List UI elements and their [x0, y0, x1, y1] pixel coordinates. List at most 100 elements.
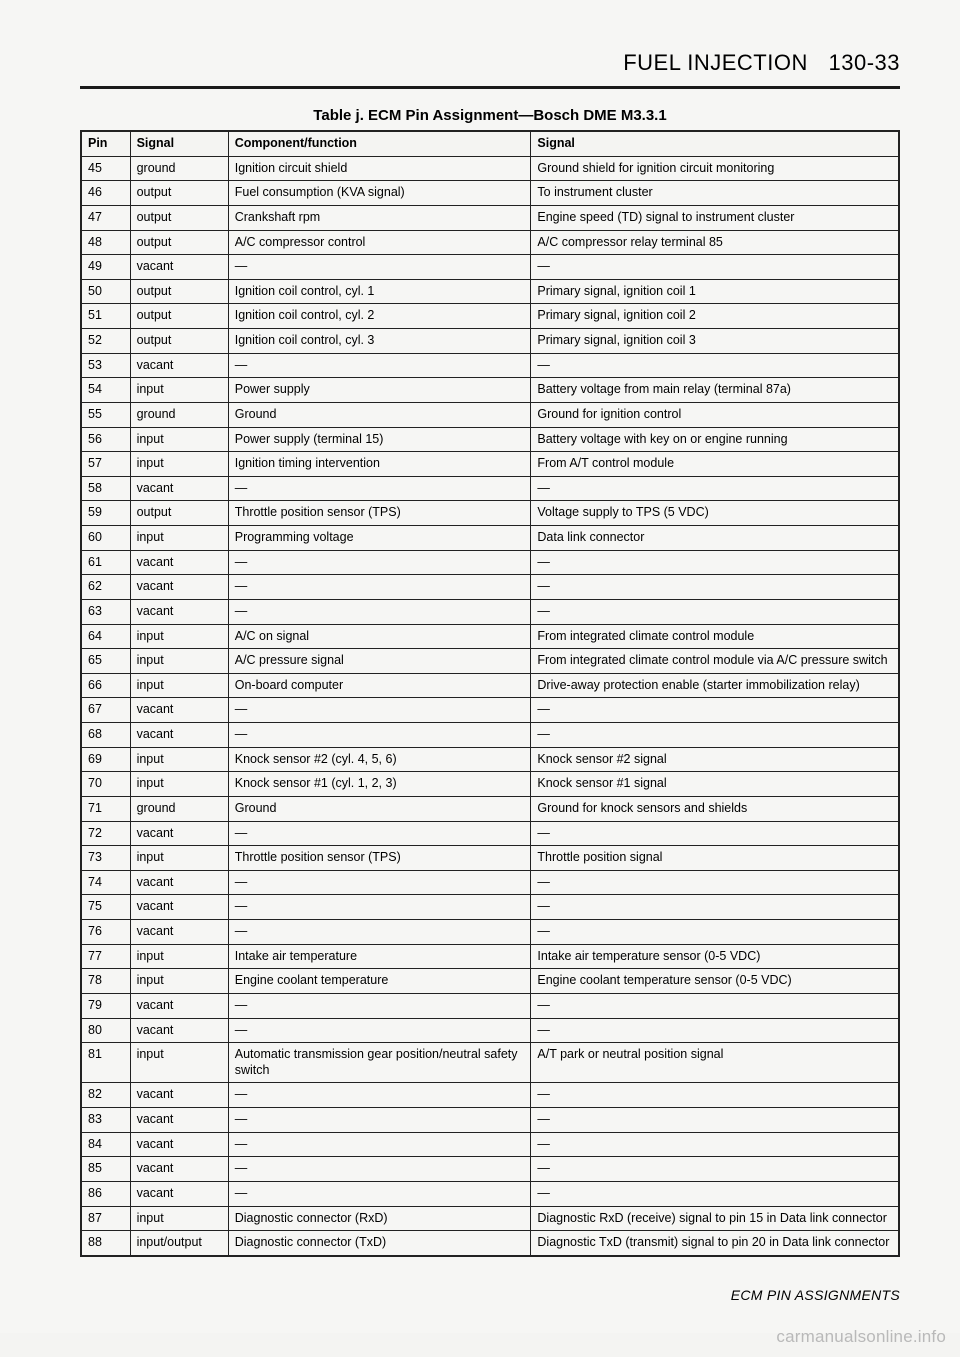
- cell-pin: 51: [81, 304, 130, 329]
- col-header-desc: Signal: [531, 131, 899, 156]
- cell-desc: Engine speed (TD) signal to instrument c…: [531, 205, 899, 230]
- cell-signal: vacant: [130, 1132, 228, 1157]
- cell-signal: vacant: [130, 353, 228, 378]
- table-row: 74vacant——: [81, 870, 899, 895]
- table-body: 45groundIgnition circuit shieldGround sh…: [81, 156, 899, 1256]
- table-row: 86vacant——: [81, 1181, 899, 1206]
- table-row: 55groundGroundGround for ignition contro…: [81, 402, 899, 427]
- table-row: 58vacant——: [81, 476, 899, 501]
- table-row: 88input/outputDiagnostic connector (TxD)…: [81, 1231, 899, 1256]
- cell-signal: input: [130, 846, 228, 871]
- table-row: 73inputThrottle position sensor (TPS)Thr…: [81, 846, 899, 871]
- cell-pin: 53: [81, 353, 130, 378]
- watermark: carmanualsonline.info: [776, 1327, 946, 1347]
- cell-component: Intake air temperature: [228, 944, 531, 969]
- table-row: 63vacant——: [81, 599, 899, 624]
- cell-component: —: [228, 1181, 531, 1206]
- cell-signal: vacant: [130, 821, 228, 846]
- cell-desc: Battery voltage from main relay (termina…: [531, 378, 899, 403]
- cell-component: Power supply (terminal 15): [228, 427, 531, 452]
- cell-component: —: [228, 993, 531, 1018]
- cell-component: Ground: [228, 796, 531, 821]
- cell-pin: 50: [81, 279, 130, 304]
- cell-component: Engine coolant temperature: [228, 969, 531, 994]
- cell-component: —: [228, 895, 531, 920]
- section-name: FUEL INJECTION: [623, 50, 808, 75]
- page-header: FUEL INJECTION 130-33: [80, 50, 900, 76]
- cell-desc: —: [531, 698, 899, 723]
- cell-desc: —: [531, 599, 899, 624]
- table-row: 57inputIgnition timing interventionFrom …: [81, 452, 899, 477]
- header-rule: [80, 86, 900, 89]
- cell-component: —: [228, 1157, 531, 1182]
- cell-component: Power supply: [228, 378, 531, 403]
- cell-component: —: [228, 1132, 531, 1157]
- cell-desc: Diagnostic RxD (receive) signal to pin 1…: [531, 1206, 899, 1231]
- table-row: 65inputA/C pressure signalFrom integrate…: [81, 649, 899, 674]
- cell-signal: vacant: [130, 476, 228, 501]
- col-header-signal: Signal: [130, 131, 228, 156]
- cell-desc: —: [531, 550, 899, 575]
- cell-component: Fuel consumption (KVA signal): [228, 181, 531, 206]
- cell-component: Crankshaft rpm: [228, 205, 531, 230]
- cell-desc: Throttle position signal: [531, 846, 899, 871]
- table-row: 47outputCrankshaft rpmEngine speed (TD) …: [81, 205, 899, 230]
- cell-desc: Battery voltage with key on or engine ru…: [531, 427, 899, 452]
- cell-pin: 63: [81, 599, 130, 624]
- table-row: 83vacant——: [81, 1108, 899, 1133]
- cell-component: Diagnostic connector (RxD): [228, 1206, 531, 1231]
- cell-pin: 55: [81, 402, 130, 427]
- cell-desc: —: [531, 821, 899, 846]
- cell-signal: output: [130, 279, 228, 304]
- cell-desc: —: [531, 255, 899, 280]
- cell-pin: 57: [81, 452, 130, 477]
- cell-pin: 79: [81, 993, 130, 1018]
- table-row: 80vacant——: [81, 1018, 899, 1043]
- cell-signal: input: [130, 944, 228, 969]
- cell-desc: Primary signal, ignition coil 1: [531, 279, 899, 304]
- cell-signal: output: [130, 230, 228, 255]
- cell-signal: vacant: [130, 1181, 228, 1206]
- cell-signal: vacant: [130, 575, 228, 600]
- cell-pin: 84: [81, 1132, 130, 1157]
- table-row: 71groundGroundGround for knock sensors a…: [81, 796, 899, 821]
- table-row: 85vacant——: [81, 1157, 899, 1182]
- cell-signal: input: [130, 526, 228, 551]
- cell-pin: 46: [81, 181, 130, 206]
- cell-desc: Diagnostic TxD (transmit) signal to pin …: [531, 1231, 899, 1256]
- cell-signal: input: [130, 969, 228, 994]
- cell-pin: 80: [81, 1018, 130, 1043]
- cell-component: Ground: [228, 402, 531, 427]
- cell-pin: 49: [81, 255, 130, 280]
- cell-desc: —: [531, 476, 899, 501]
- cell-component: A/C pressure signal: [228, 649, 531, 674]
- cell-desc: A/C compressor relay terminal 85: [531, 230, 899, 255]
- cell-signal: vacant: [130, 599, 228, 624]
- cell-component: —: [228, 920, 531, 945]
- table-row: 49vacant——: [81, 255, 899, 280]
- pin-assignment-table: Pin Signal Component/function Signal 45g…: [80, 130, 900, 1257]
- cell-component: Throttle position sensor (TPS): [228, 501, 531, 526]
- cell-desc: To instrument cluster: [531, 181, 899, 206]
- cell-signal: input: [130, 427, 228, 452]
- cell-signal: input: [130, 1206, 228, 1231]
- cell-component: Diagnostic connector (TxD): [228, 1231, 531, 1256]
- page-footer: ECM PIN ASSIGNMENTS: [80, 1287, 900, 1303]
- cell-signal: vacant: [130, 1083, 228, 1108]
- cell-component: —: [228, 1018, 531, 1043]
- cell-signal: ground: [130, 796, 228, 821]
- col-header-component: Component/function: [228, 131, 531, 156]
- cell-component: Programming voltage: [228, 526, 531, 551]
- table-row: 68vacant——: [81, 723, 899, 748]
- cell-signal: output: [130, 181, 228, 206]
- cell-component: Knock sensor #2 (cyl. 4, 5, 6): [228, 747, 531, 772]
- cell-desc: —: [531, 1083, 899, 1108]
- table-caption: Table j. ECM Pin Assignment—Bosch DME M3…: [80, 107, 900, 124]
- table-row: 78inputEngine coolant temperatureEngine …: [81, 969, 899, 994]
- cell-pin: 65: [81, 649, 130, 674]
- cell-component: Ignition coil control, cyl. 3: [228, 329, 531, 354]
- cell-pin: 86: [81, 1181, 130, 1206]
- table-row: 79vacant——: [81, 993, 899, 1018]
- cell-signal: input: [130, 747, 228, 772]
- cell-pin: 66: [81, 673, 130, 698]
